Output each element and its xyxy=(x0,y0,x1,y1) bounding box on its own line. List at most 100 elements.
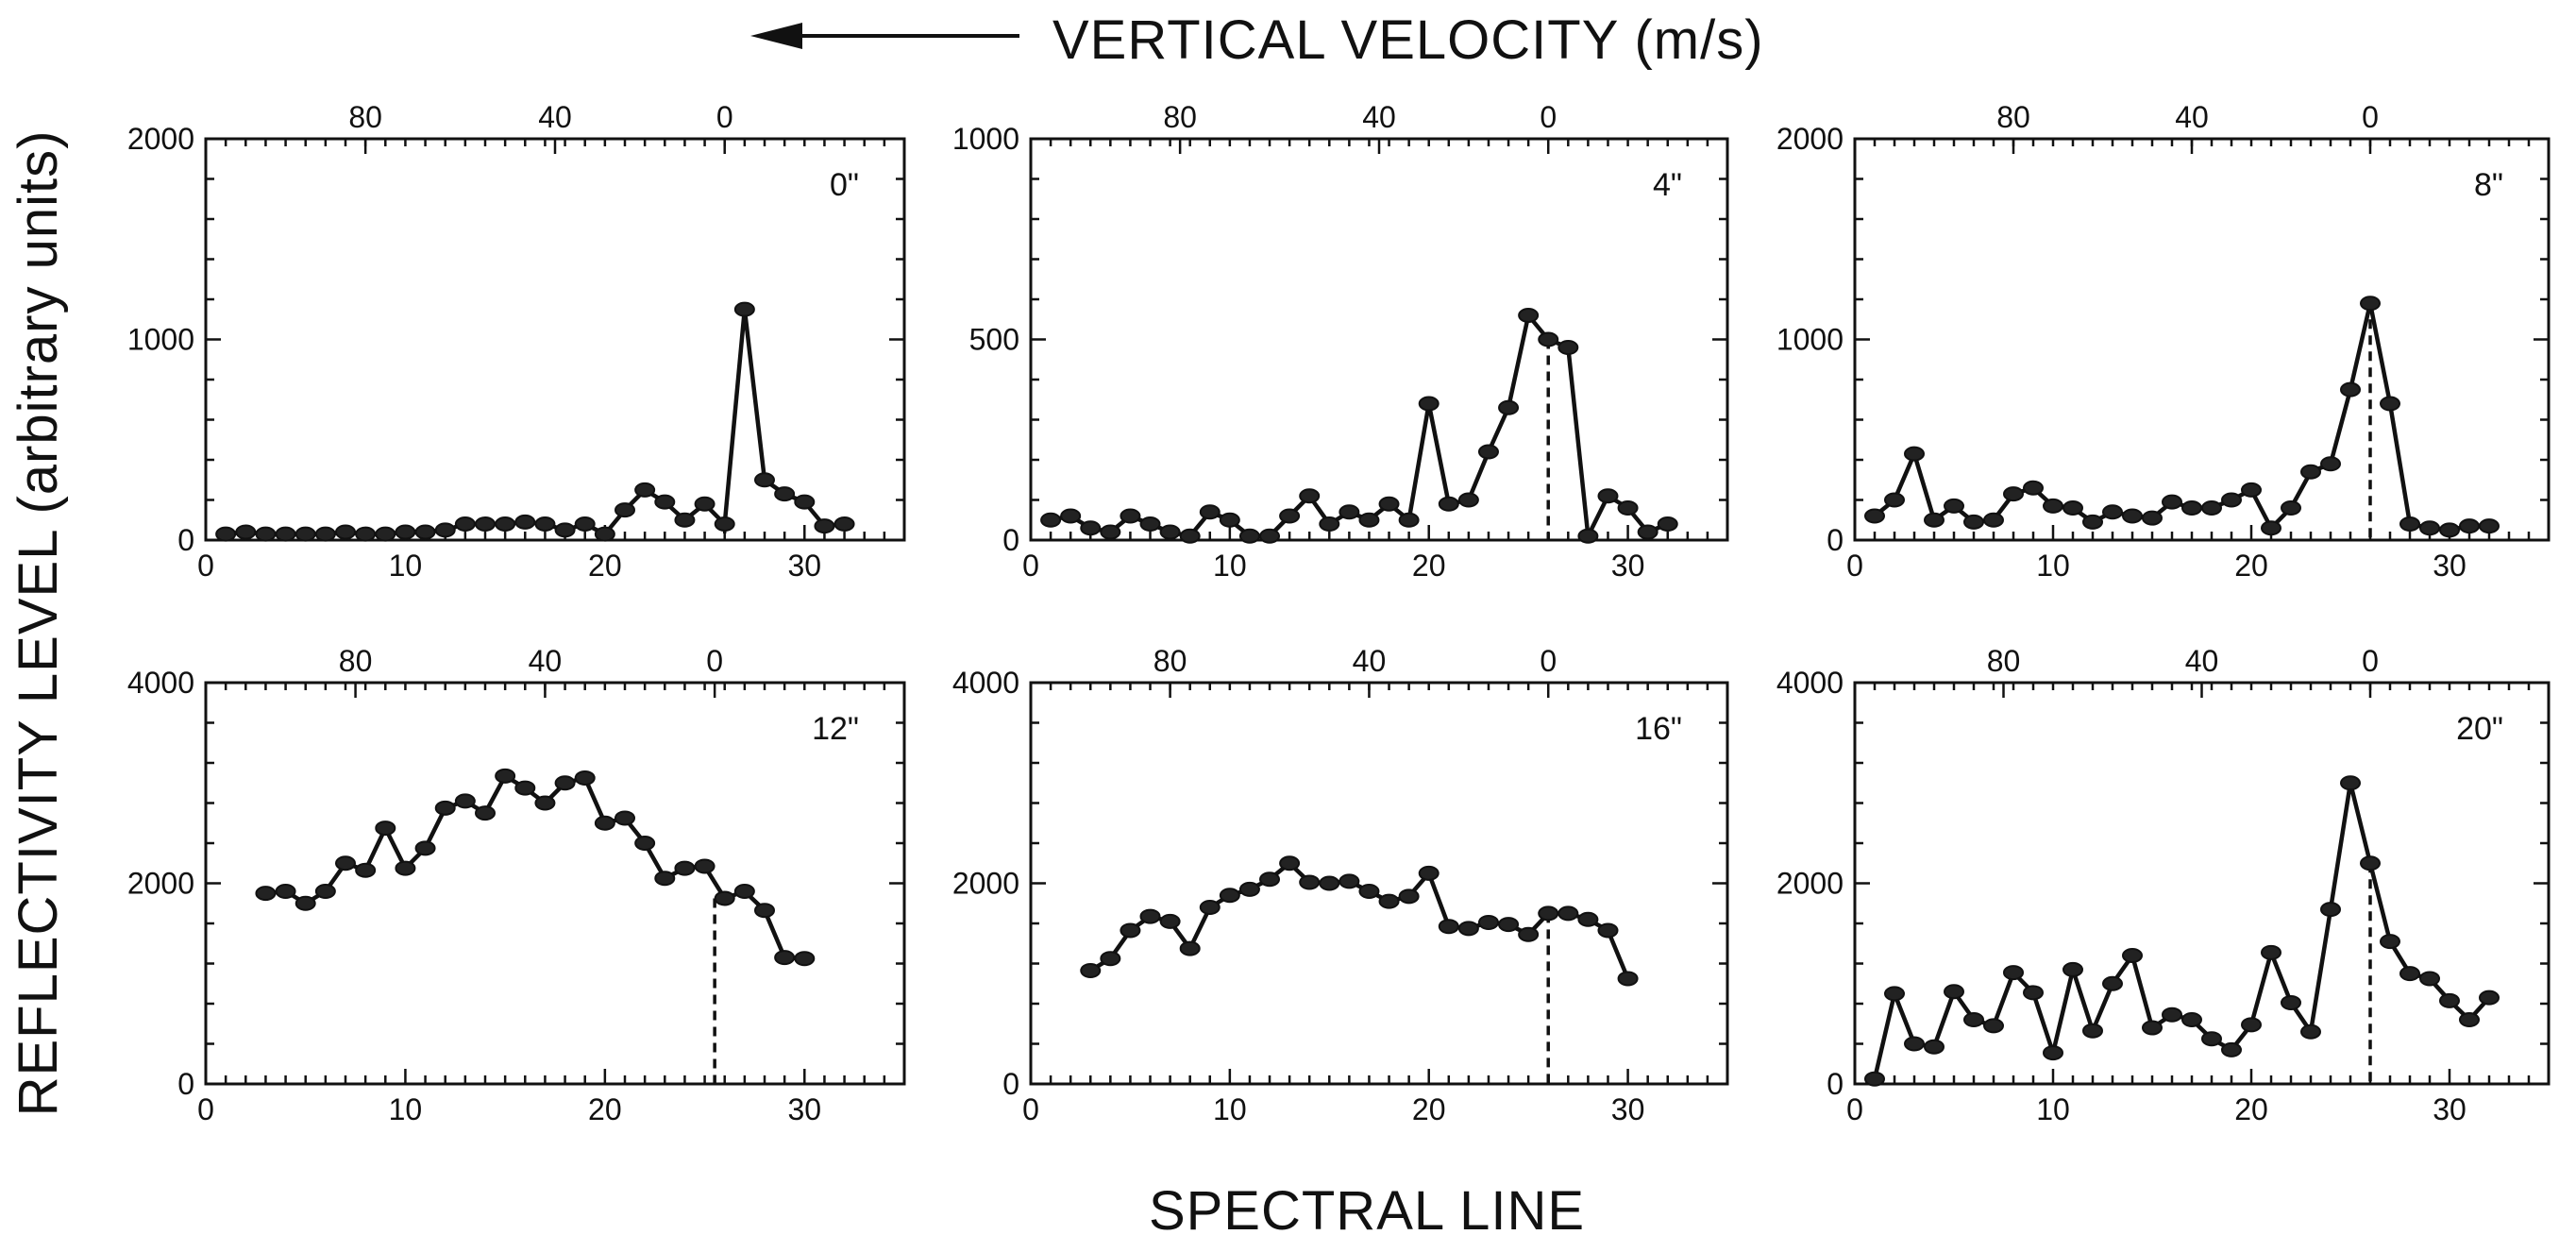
y-tick-label: 0 xyxy=(177,1067,194,1101)
data-point xyxy=(2320,456,2341,472)
data-point xyxy=(2479,990,2500,1006)
data-point xyxy=(754,472,775,488)
data-point xyxy=(1864,1071,1885,1087)
data-point xyxy=(1159,524,1181,540)
data-point xyxy=(335,524,356,540)
data-point xyxy=(2459,1012,2480,1027)
data-point xyxy=(2340,775,2361,791)
data-point xyxy=(674,860,696,876)
top-tick-label: 40 xyxy=(2175,100,2209,134)
data-point xyxy=(1438,919,1459,935)
data-point xyxy=(2261,944,2281,960)
data-point xyxy=(814,518,835,534)
chart-panel: 0 10 20 30 0 2000 4000 80 40 0 16" xyxy=(952,644,1729,1126)
data-point xyxy=(1557,905,1579,922)
data-point xyxy=(794,951,816,967)
data-point xyxy=(1259,871,1281,888)
data-point xyxy=(1944,984,1964,1000)
data-point xyxy=(1597,488,1619,504)
data-point xyxy=(2241,1017,2262,1033)
data-point xyxy=(2399,516,2420,532)
data-point xyxy=(335,855,356,871)
data-point xyxy=(514,514,536,530)
data-point xyxy=(1983,512,2004,528)
data-point xyxy=(1120,508,1141,524)
data-point xyxy=(1120,922,1141,939)
top-tick-label: 80 xyxy=(339,644,373,678)
data-point xyxy=(1518,308,1540,323)
data-point xyxy=(2082,1023,2103,1039)
data-point xyxy=(2439,522,2460,538)
data-point xyxy=(414,840,436,856)
x-tick-label: 0 xyxy=(1022,549,1039,583)
data-point xyxy=(1864,508,1885,524)
panel-time-label: 16" xyxy=(1635,711,1682,747)
y-tick-label: 0 xyxy=(1827,1067,1844,1101)
data-point xyxy=(1884,986,1905,1002)
data-point xyxy=(1457,492,1479,508)
data-point xyxy=(2221,1041,2242,1057)
data-point xyxy=(654,871,676,887)
data-point xyxy=(1080,962,1102,978)
data-point xyxy=(2419,520,2440,536)
y-tick-label: 2000 xyxy=(127,867,194,901)
data-point xyxy=(495,768,516,784)
data-point xyxy=(1477,444,1499,460)
panel-time-label: 12" xyxy=(812,711,859,747)
data-point xyxy=(833,516,855,532)
data-point xyxy=(1358,884,1380,899)
x-tick-label: 0 xyxy=(197,549,214,583)
series-line xyxy=(1873,301,2489,533)
panel-time-label: 20" xyxy=(2456,711,2503,747)
data-point xyxy=(2003,486,2024,502)
x-tick-label: 20 xyxy=(588,1092,622,1126)
data-point xyxy=(754,903,775,919)
x-tick-label: 10 xyxy=(389,1092,423,1126)
data-point xyxy=(594,526,615,542)
data-point xyxy=(1179,528,1201,544)
data-point xyxy=(1944,498,1964,514)
chart-panel: 0 10 20 30 0 1000 2000 80 40 0 0" xyxy=(127,100,906,583)
data-point xyxy=(2300,464,2321,480)
data-point xyxy=(714,890,735,906)
data-point xyxy=(1924,512,1945,528)
data-point xyxy=(275,526,296,542)
top-tick-label: 80 xyxy=(1996,100,2030,134)
data-point xyxy=(2102,504,2123,520)
plot-frame xyxy=(1853,681,2551,1086)
data-point xyxy=(295,895,316,911)
data-point xyxy=(475,805,496,821)
data-point xyxy=(2340,381,2361,398)
y-tick-label: 2000 xyxy=(127,122,194,156)
data-point xyxy=(733,301,755,317)
data-point xyxy=(733,884,755,899)
data-point xyxy=(1577,528,1599,544)
y-tick-label: 1000 xyxy=(127,323,194,357)
data-point xyxy=(1219,512,1240,528)
data-point xyxy=(1884,492,1905,508)
data-point xyxy=(654,494,676,510)
series-line xyxy=(265,773,805,961)
chart-panel: 0 10 20 30 0 500 1000 80 40 0 4" xyxy=(952,100,1729,583)
data-point xyxy=(2201,1031,2222,1047)
top-tick-label: 80 xyxy=(1987,644,2021,678)
y-tick-label: 1000 xyxy=(1776,323,1844,357)
data-point xyxy=(2320,902,2341,918)
data-point xyxy=(355,526,377,542)
data-point xyxy=(2043,498,2063,514)
data-point xyxy=(2380,396,2400,412)
data-point xyxy=(2162,1007,2182,1023)
top-tick-label: 0 xyxy=(706,644,723,678)
data-point xyxy=(1159,913,1181,929)
data-point xyxy=(714,516,735,532)
data-point xyxy=(1040,512,1062,528)
data-point xyxy=(1457,921,1479,937)
x-tick-label: 30 xyxy=(787,549,821,583)
series-line xyxy=(225,307,845,536)
x-tick-label: 20 xyxy=(1412,549,1446,583)
data-point xyxy=(1577,911,1599,927)
data-point xyxy=(2380,934,2400,950)
data-point xyxy=(554,522,576,538)
data-point xyxy=(2439,992,2460,1008)
